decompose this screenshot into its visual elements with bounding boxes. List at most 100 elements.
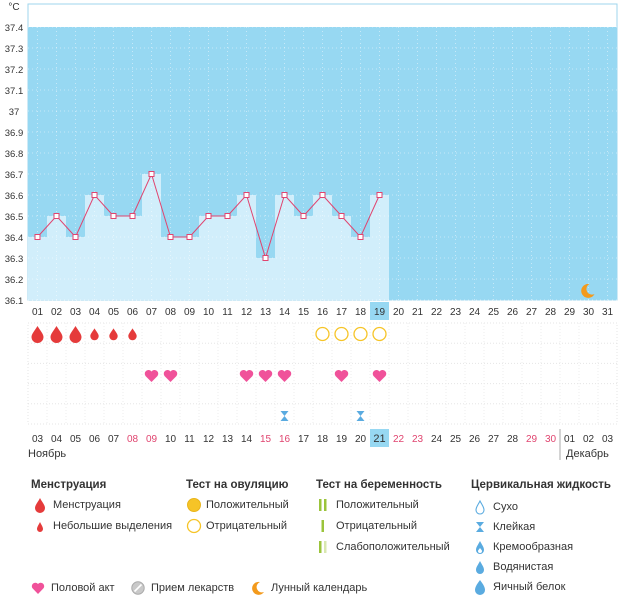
cycle-day-label: 05 [108,307,120,318]
date-label: 26 [469,434,481,445]
cycle-day-label: 06 [127,307,139,318]
temperature-point [262,255,269,261]
date-label: 07 [108,434,120,445]
temperature-point [167,234,174,240]
temperature-bar [66,237,85,300]
creamy-icon [476,541,484,554]
heart-icon [144,370,159,382]
heart-icon [163,370,178,382]
temperature-point [300,213,307,219]
date-label: 30 [545,434,557,445]
cycle-day-label: 09 [184,307,196,318]
temperature-point [281,192,288,198]
cycle-day-label: 11 [222,307,233,318]
cycle-day-label: 24 [469,307,481,318]
temperature-point [110,213,117,219]
date-label: 15 [260,434,272,445]
date-label: 29 [526,434,538,445]
date-label: 27 [488,434,500,445]
temperature-bar [47,216,66,300]
cycle-day-label: 07 [146,307,158,318]
y-tick-label: 36.2 [5,275,24,286]
temperature-bar [180,237,199,300]
temperature-point [186,234,193,240]
y-tick-label: 37.1 [5,86,24,97]
y-tick-label: 37.3 [5,44,24,55]
cycle-day-label: 13 [260,307,272,318]
date-label: 20 [355,434,367,445]
ovulation-positive-icon [187,498,201,512]
y-tick-label: 36.8 [5,149,24,160]
legend-cervical-title: Цервикальная жидкость [471,479,611,491]
small-drop-icon [90,328,99,341]
temperature-bar [313,195,332,300]
pregnancy-negative-icon [321,520,324,532]
temperature-point [205,213,212,219]
cycle-day-label: 12 [241,307,253,318]
events-grid [27,322,618,425]
temperature-point [224,213,231,219]
moon-icon [581,283,595,298]
cycle-day-label: 15 [298,307,310,318]
ovulation-test-icon [334,326,349,342]
month-label-end: Декабрь [566,448,609,460]
cycle-day-label: 27 [526,307,538,318]
y-tick-label: 37.4 [5,23,24,34]
cycle-day-label: 26 [507,307,519,318]
temperature-point [91,192,98,198]
date-label: 02 [583,434,595,445]
cycle-day-label: 14 [279,307,291,318]
date-label: 23 [412,434,424,445]
pregnancy-weak-icon [319,541,327,553]
y-tick-label: 36.6 [5,191,24,202]
date-label: 17 [298,434,310,445]
cycle-day-label: 08 [165,307,177,318]
cycle-day-label: 02 [51,307,63,318]
legend-ovulation-title: Тест на овуляцию [186,479,289,491]
date-label: 24 [431,434,443,445]
date-label: 18 [317,434,329,445]
cycle-day-label: 03 [70,307,82,318]
cycle-day-label: 01 [32,307,44,318]
y-tick-label: 36.1 [5,296,24,307]
heart-icon [372,370,387,382]
heart-icon [277,370,292,382]
y-axis-unit: °C [8,2,19,13]
temperature-point [129,213,136,219]
y-tick-label: 36.9 [5,128,24,139]
temperature-bar [351,237,370,300]
pregnancy-positive-icon [319,499,327,511]
temperature-bar [294,216,313,300]
dry-icon [475,499,485,515]
temperature-bar [332,216,351,300]
cycle-day-label: 19 [374,307,386,318]
date-label: 05 [70,434,82,445]
date-label: 04 [51,434,63,445]
date-label: 19 [336,434,348,445]
cycle-day-label: 22 [431,307,443,318]
temperature-bar [218,216,237,300]
date-label: 08 [127,434,139,445]
temperature-point [357,234,364,240]
watery-icon [476,561,484,574]
cycle-day-label: 18 [355,307,367,318]
cycle-day-label: 04 [89,307,101,318]
date-label: 03 [32,434,44,445]
legend: Менструация Менструация Небольшие выделе… [31,479,611,595]
date-label: 09 [146,434,158,445]
pill-icon [131,581,145,595]
temperature-point [319,192,326,198]
date-label: 11 [184,434,195,445]
blood-drop-icon [50,326,63,343]
heart-icon [258,370,273,382]
temperature-point [53,213,60,219]
temperature-bar [370,195,389,300]
egg-white-icon [475,580,485,595]
temperature-point [376,192,383,198]
cycle-day-label: 25 [488,307,500,318]
cycle-day-label: 29 [564,307,576,318]
cycle-chart: °C 36.1 36.2 36.3 36.4 36.5 36.6 36.7 36.8 36.9 37… [5,2,618,460]
temperature-point [338,213,345,219]
temperature-bar [123,216,142,300]
current-day-highlight [370,302,389,320]
